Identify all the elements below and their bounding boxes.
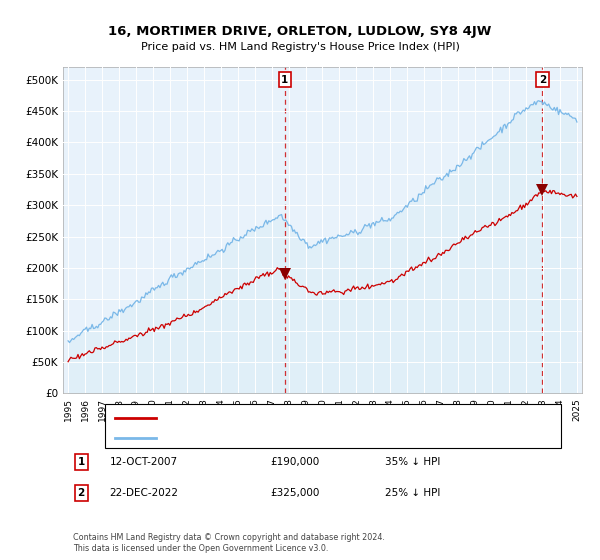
Text: 12-OCT-2007: 12-OCT-2007 bbox=[110, 457, 178, 467]
Text: 1: 1 bbox=[77, 457, 85, 467]
Text: 16, MORTIMER DRIVE, ORLETON, LUDLOW, SY8 4JW: 16, MORTIMER DRIVE, ORLETON, LUDLOW, SY8… bbox=[109, 25, 491, 38]
Text: 35% ↓ HPI: 35% ↓ HPI bbox=[385, 457, 440, 467]
Text: 2: 2 bbox=[539, 74, 546, 85]
FancyBboxPatch shape bbox=[104, 404, 561, 448]
Text: 25% ↓ HPI: 25% ↓ HPI bbox=[385, 488, 440, 498]
Text: Price paid vs. HM Land Registry's House Price Index (HPI): Price paid vs. HM Land Registry's House … bbox=[140, 42, 460, 52]
Text: 22-DEC-2022: 22-DEC-2022 bbox=[110, 488, 179, 498]
Text: Contains HM Land Registry data © Crown copyright and database right 2024.
This d: Contains HM Land Registry data © Crown c… bbox=[73, 533, 385, 553]
Text: 1: 1 bbox=[281, 74, 289, 85]
Text: 2: 2 bbox=[77, 488, 85, 498]
Text: £325,000: £325,000 bbox=[271, 488, 320, 498]
Text: HPI: Average price, detached house, Herefordshire: HPI: Average price, detached house, Here… bbox=[167, 433, 431, 444]
Text: £190,000: £190,000 bbox=[271, 457, 320, 467]
Text: 16, MORTIMER DRIVE, ORLETON, LUDLOW, SY8 4JW (detached house): 16, MORTIMER DRIVE, ORLETON, LUDLOW, SY8… bbox=[167, 413, 529, 423]
